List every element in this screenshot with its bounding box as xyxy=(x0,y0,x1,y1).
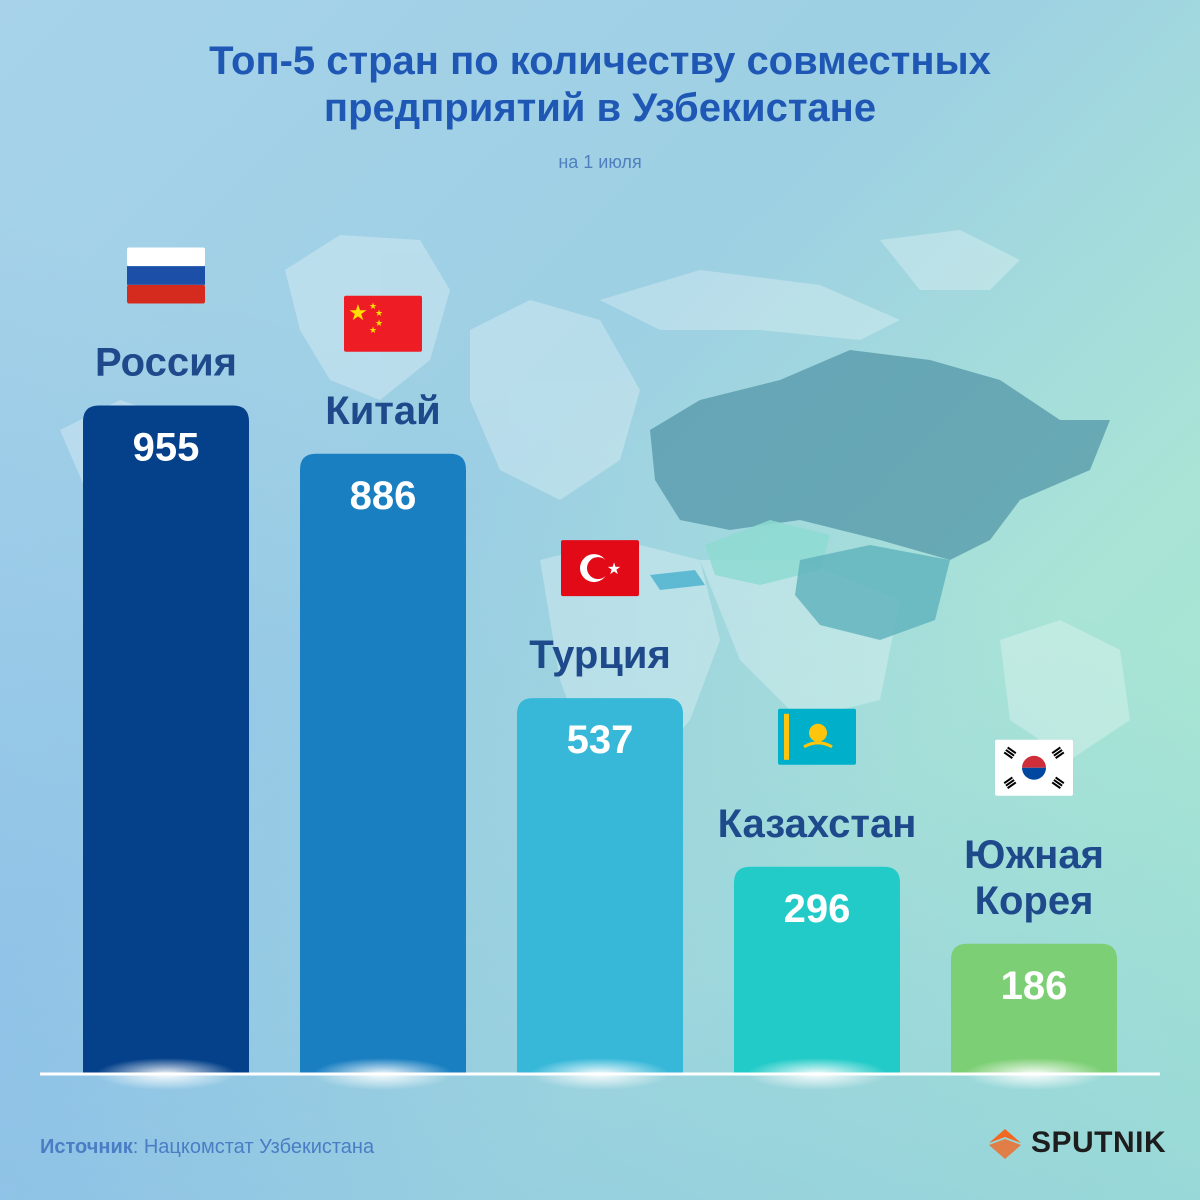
source-note: Источник: Нацкомстат Узбекистана xyxy=(40,1136,374,1159)
kazakhstan-flag xyxy=(778,708,856,765)
chart-subtitle: на 1 июля xyxy=(558,152,642,172)
bar-glow-4 xyxy=(747,1058,887,1090)
value-label-5: 186 xyxy=(1001,964,1068,1008)
chart-title-line-2: предприятий в Узбекистане xyxy=(323,86,877,130)
svg-text:★: ★ xyxy=(348,301,368,326)
value-label-3: 537 xyxy=(567,718,634,762)
bar-5 xyxy=(951,943,1117,1074)
sputnik-logo-icon xyxy=(989,1129,1021,1159)
category-label-1: Россия xyxy=(95,341,237,385)
sputnik-logo: SPUTNIK xyxy=(985,1123,1166,1163)
category-label-5-line-2: Корея xyxy=(975,879,1094,923)
bar-glow-1 xyxy=(96,1058,236,1090)
sputnik-logo-text: SPUTNIK xyxy=(1031,1126,1167,1159)
value-label-2: 886 xyxy=(350,474,417,518)
source-text: : Нацкомстат Узбекистана xyxy=(132,1136,375,1158)
value-label-1: 955 xyxy=(133,426,200,470)
south-korea-flag xyxy=(995,739,1073,796)
svg-text:★: ★ xyxy=(375,319,383,329)
bar-4 xyxy=(734,866,900,1074)
category-label-4: Казахстан xyxy=(718,802,917,846)
source-label: Источник xyxy=(40,1136,133,1158)
china-flag: ★ ★★★★ xyxy=(344,295,422,352)
chart-title: Топ-5 стран по количеству совместных пре… xyxy=(0,38,1200,132)
bar-glow-2 xyxy=(313,1058,453,1090)
bar-1 xyxy=(83,405,249,1074)
bar-glow-3 xyxy=(530,1058,670,1090)
category-label-2: Китай xyxy=(325,389,440,433)
category-label-3: Турция xyxy=(529,633,671,677)
chart-title-line-1: Топ-5 стран по количеству совместных xyxy=(209,39,991,83)
svg-text:★: ★ xyxy=(369,326,377,336)
bar-glow-5 xyxy=(964,1058,1104,1090)
value-label-4: 296 xyxy=(784,887,851,931)
svg-text:★: ★ xyxy=(607,559,621,578)
bar-2 xyxy=(300,453,466,1074)
category-label-5-line-1: Южная xyxy=(964,833,1104,877)
svg-text:★: ★ xyxy=(375,309,383,319)
bar-3 xyxy=(517,698,683,1074)
turkey-flag: ★ xyxy=(561,540,639,597)
russia-flag xyxy=(127,247,205,304)
svg-text:★: ★ xyxy=(369,302,377,312)
